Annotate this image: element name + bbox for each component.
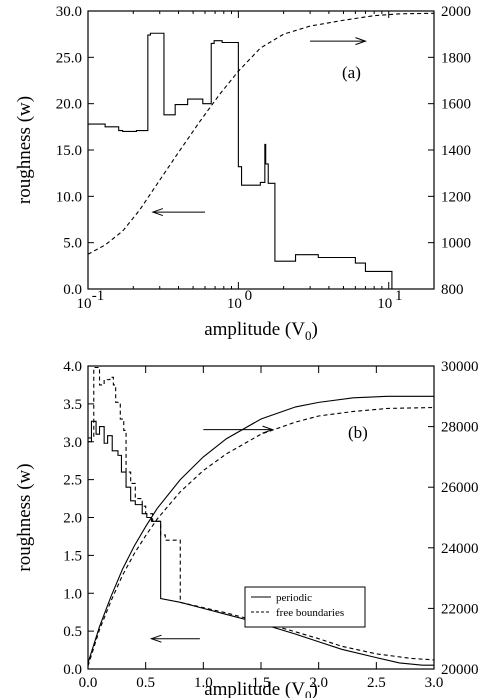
y2-tick-label: 30000 (441, 359, 479, 375)
panel-label: (b) (348, 423, 368, 442)
y-tick-label: 25.0 (56, 50, 82, 66)
y2-tick-label: 1000 (441, 236, 471, 252)
x-tick-label: 1.5 (252, 675, 271, 691)
legend-label: periodic (276, 592, 312, 604)
y-tick-label: 10.0 (56, 189, 82, 205)
y-tick-label: 15.0 (56, 143, 82, 159)
arrow-right-head (262, 425, 275, 434)
y-tick-label: 0.0 (63, 282, 82, 298)
x-tick-label: 2.5 (367, 675, 386, 691)
x-tick-exponent: 1 (395, 288, 403, 304)
y-tick-label: 1.5 (63, 548, 82, 564)
series-line-periodic-left (88, 420, 434, 666)
y2-tick-label: 1800 (441, 50, 471, 66)
x-tick-label: 0.0 (79, 675, 98, 691)
x-tick-label: 10 (377, 296, 392, 312)
x-tick-label: 0.5 (136, 675, 155, 691)
x-axis-label-sub: 0 (305, 688, 312, 698)
y2-tick-label: 800 (441, 282, 464, 298)
x-axis-label-close: ) (311, 679, 317, 698)
y-tick-label: 20.0 (56, 97, 82, 113)
arrow-left-head (151, 208, 164, 217)
y-tick-label: 2.5 (63, 473, 82, 489)
y2-tick-label: 22000 (441, 601, 479, 617)
arrow-right-head (355, 37, 367, 46)
x-tick-label: 1.0 (194, 675, 213, 691)
x-axis-label-main: amplitude (V (204, 319, 305, 340)
y-tick-label: 3.5 (63, 397, 82, 413)
y-axis-label: roughness (w) (14, 463, 35, 571)
y-tick-label: 4.0 (63, 359, 82, 375)
y-tick-label: 0.5 (63, 624, 82, 640)
y-axis-label: roughness (w) (14, 96, 35, 204)
y2-tick-label: 1400 (441, 143, 471, 159)
y2-tick-label: 2000 (441, 4, 471, 20)
legend: periodic free boundaries (244, 586, 366, 628)
panel-a: 0.05.010.015.020.025.030.080010001200140… (14, 4, 471, 343)
series-line-periodic-right (88, 395, 434, 664)
y2-tick-label: 28000 (441, 420, 479, 436)
legend-box (244, 586, 366, 628)
legend-label: free boundaries (276, 607, 344, 619)
x-tick-label: 2.0 (309, 675, 328, 691)
y-tick-label: 30.0 (56, 4, 82, 20)
y-tick-label: 3.0 (63, 435, 82, 451)
y-tick-label: 1.0 (63, 586, 82, 602)
plot-area (88, 12, 434, 289)
y2-tick-label: 1200 (441, 189, 471, 205)
x-axis-label-sub: 0 (305, 328, 312, 343)
y2-tick-label: 20000 (441, 662, 479, 678)
series-line-dashed-right (88, 12, 434, 255)
y-tick-label: 2.0 (63, 511, 82, 527)
y2-tick-label: 26000 (441, 480, 479, 496)
arrow-left-head (149, 634, 162, 643)
x-tick-label: 10 (227, 296, 242, 312)
y2-tick-label: 24000 (441, 541, 479, 557)
series-line-free-boundaries-left (88, 366, 434, 661)
x-axis-label: amplitude (V0) (204, 319, 318, 343)
x-tick-label: 10 (77, 296, 92, 312)
x-axis-label-main: amplitude (V (204, 679, 305, 698)
x-tick-label: 3.0 (425, 675, 444, 691)
x-axis-label: amplitude (V0) (204, 679, 318, 698)
panel-b: 0.0 0.5 1.0 1.5 2.0 2.5 3.0 3.5 4.0 20000 22000 240… (14, 359, 479, 698)
y-tick-label: 0.0 (63, 662, 82, 678)
x-tick-exponent: -1 (92, 288, 105, 304)
y2-tick-label: 1600 (441, 97, 471, 113)
plot-frame (87, 10, 435, 290)
panel-label: (a) (342, 63, 361, 82)
series-line-solid-left (88, 32, 393, 289)
x-axis-label-close: ) (311, 319, 317, 340)
x-tick-exponent: 0 (245, 288, 253, 304)
y-tick-label: 5.0 (63, 236, 82, 252)
